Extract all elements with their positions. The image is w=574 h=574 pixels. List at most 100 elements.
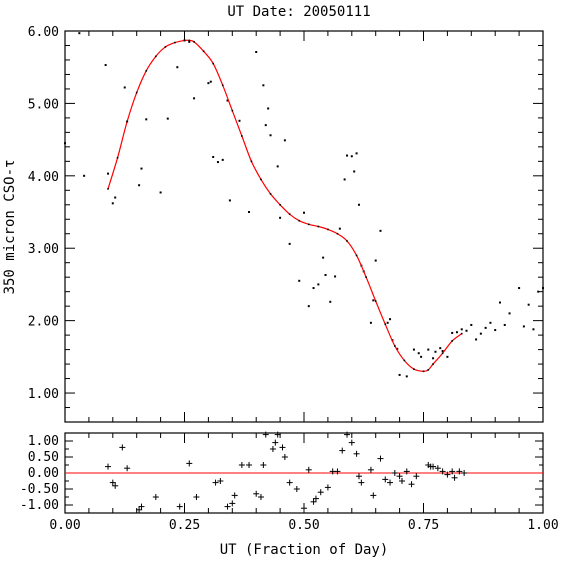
tau-data-point (228, 199, 231, 202)
tau-data-point (355, 152, 358, 155)
tau-data-point (78, 32, 81, 35)
residual-point (105, 463, 112, 470)
fit-marker (432, 363, 434, 365)
tau-data-points (64, 32, 544, 378)
fit-marker (174, 41, 176, 44)
fit-marker (202, 50, 205, 53)
residual-point (396, 473, 403, 480)
residual-point (449, 468, 456, 475)
tau-data-point (238, 119, 241, 122)
tau-data-point (83, 174, 86, 177)
residual-point (112, 482, 119, 489)
tau-data-point (494, 329, 497, 332)
tau-data-point (283, 139, 286, 142)
fit-marker (365, 276, 367, 278)
upper-y-tick-label: 2.00 (28, 315, 59, 330)
tau-data-point (527, 303, 530, 306)
tau-data-point (372, 299, 375, 302)
lower-y-tick-label: 0.00 (28, 466, 59, 481)
residual-point (413, 473, 420, 480)
tau-data-point (398, 373, 401, 376)
lower-y-tick-label: -0.50 (20, 482, 59, 497)
upper-y-tick-label: 5.00 (28, 97, 59, 112)
residual-point (272, 439, 279, 446)
upper-y-tick-label: 1.00 (28, 387, 59, 402)
residual-point (344, 431, 351, 438)
residual-point (281, 454, 288, 460)
fit-marker (188, 39, 191, 42)
fit-marker (427, 369, 430, 371)
tau-data-point (111, 202, 114, 205)
residual-point (238, 462, 245, 468)
residual-point (408, 481, 415, 488)
residual-point (334, 468, 341, 475)
residual-point (212, 479, 219, 486)
tau-data-point (489, 321, 492, 324)
tau-data-point (503, 323, 506, 326)
fit-marker (116, 156, 119, 159)
fit-marker (212, 62, 214, 65)
residual-point (176, 503, 183, 510)
x-tick-label: 0.00 (49, 518, 80, 533)
residual-point (109, 479, 116, 486)
residual-point (370, 492, 377, 499)
fit-marker (193, 41, 195, 43)
tau-data-point (441, 350, 444, 353)
tau-data-point (412, 348, 415, 351)
x-axis-title: UT (Fraction of Day) (220, 542, 389, 558)
residual-point (439, 468, 446, 475)
fit-marker (231, 109, 234, 112)
fit-marker (441, 352, 444, 355)
residual-point (152, 494, 159, 500)
fit-marker (288, 213, 291, 215)
residual-point (353, 450, 360, 457)
tau-data-point (379, 229, 382, 232)
tau-data-point (312, 287, 315, 290)
residual-point (398, 478, 405, 484)
residual-points (105, 431, 468, 513)
tau-data-point (498, 301, 501, 304)
fit-marker (221, 84, 224, 87)
residual-point (348, 439, 355, 446)
residual-point (257, 494, 264, 500)
residual-point (382, 476, 389, 483)
residual-point (231, 492, 238, 499)
tau-data-point (338, 227, 341, 230)
fit-marker (107, 188, 109, 190)
tau-data-point (518, 287, 521, 290)
tau-data-point (216, 161, 219, 164)
residual-point (186, 460, 193, 467)
upper-axis-ticks: 1.00 2.00 3.00 4.00 5.00 6.00 (28, 25, 544, 423)
lower-y-tick-label: 0.50 (28, 450, 59, 465)
tau-data-point (221, 158, 224, 161)
tau-data-point (389, 318, 392, 321)
residual-point (367, 466, 374, 473)
chart-title: UT Date: 20050111 (227, 4, 370, 20)
tau-data-point (475, 338, 478, 341)
tau-data-point (508, 312, 511, 315)
tau-data-point (288, 242, 291, 245)
residual-point (387, 479, 394, 486)
tau-data-point (307, 305, 310, 308)
fit-marker (403, 359, 406, 362)
tau-data-point (114, 196, 117, 199)
fit-marker (164, 46, 167, 48)
x-tick-label: 0.25 (169, 518, 200, 533)
residual-point (217, 478, 224, 484)
tau-data-point (455, 331, 458, 334)
tau-data-point (334, 275, 337, 278)
residual-point (434, 465, 441, 472)
fit-marker (460, 332, 463, 335)
tau-data-point (264, 124, 267, 127)
residual-point (253, 490, 260, 497)
residual-point (260, 462, 267, 468)
tau-data-point (322, 256, 325, 259)
x-tick-label: 0.50 (288, 518, 319, 533)
tau-data-point (279, 216, 282, 219)
fit-marker (307, 223, 310, 226)
lower-y-tick-label: 1.00 (28, 434, 59, 449)
residual-point (451, 474, 458, 481)
tau-data-point (64, 142, 66, 145)
x-tick-label: 1.00 (527, 518, 558, 533)
residual-point (269, 446, 276, 452)
